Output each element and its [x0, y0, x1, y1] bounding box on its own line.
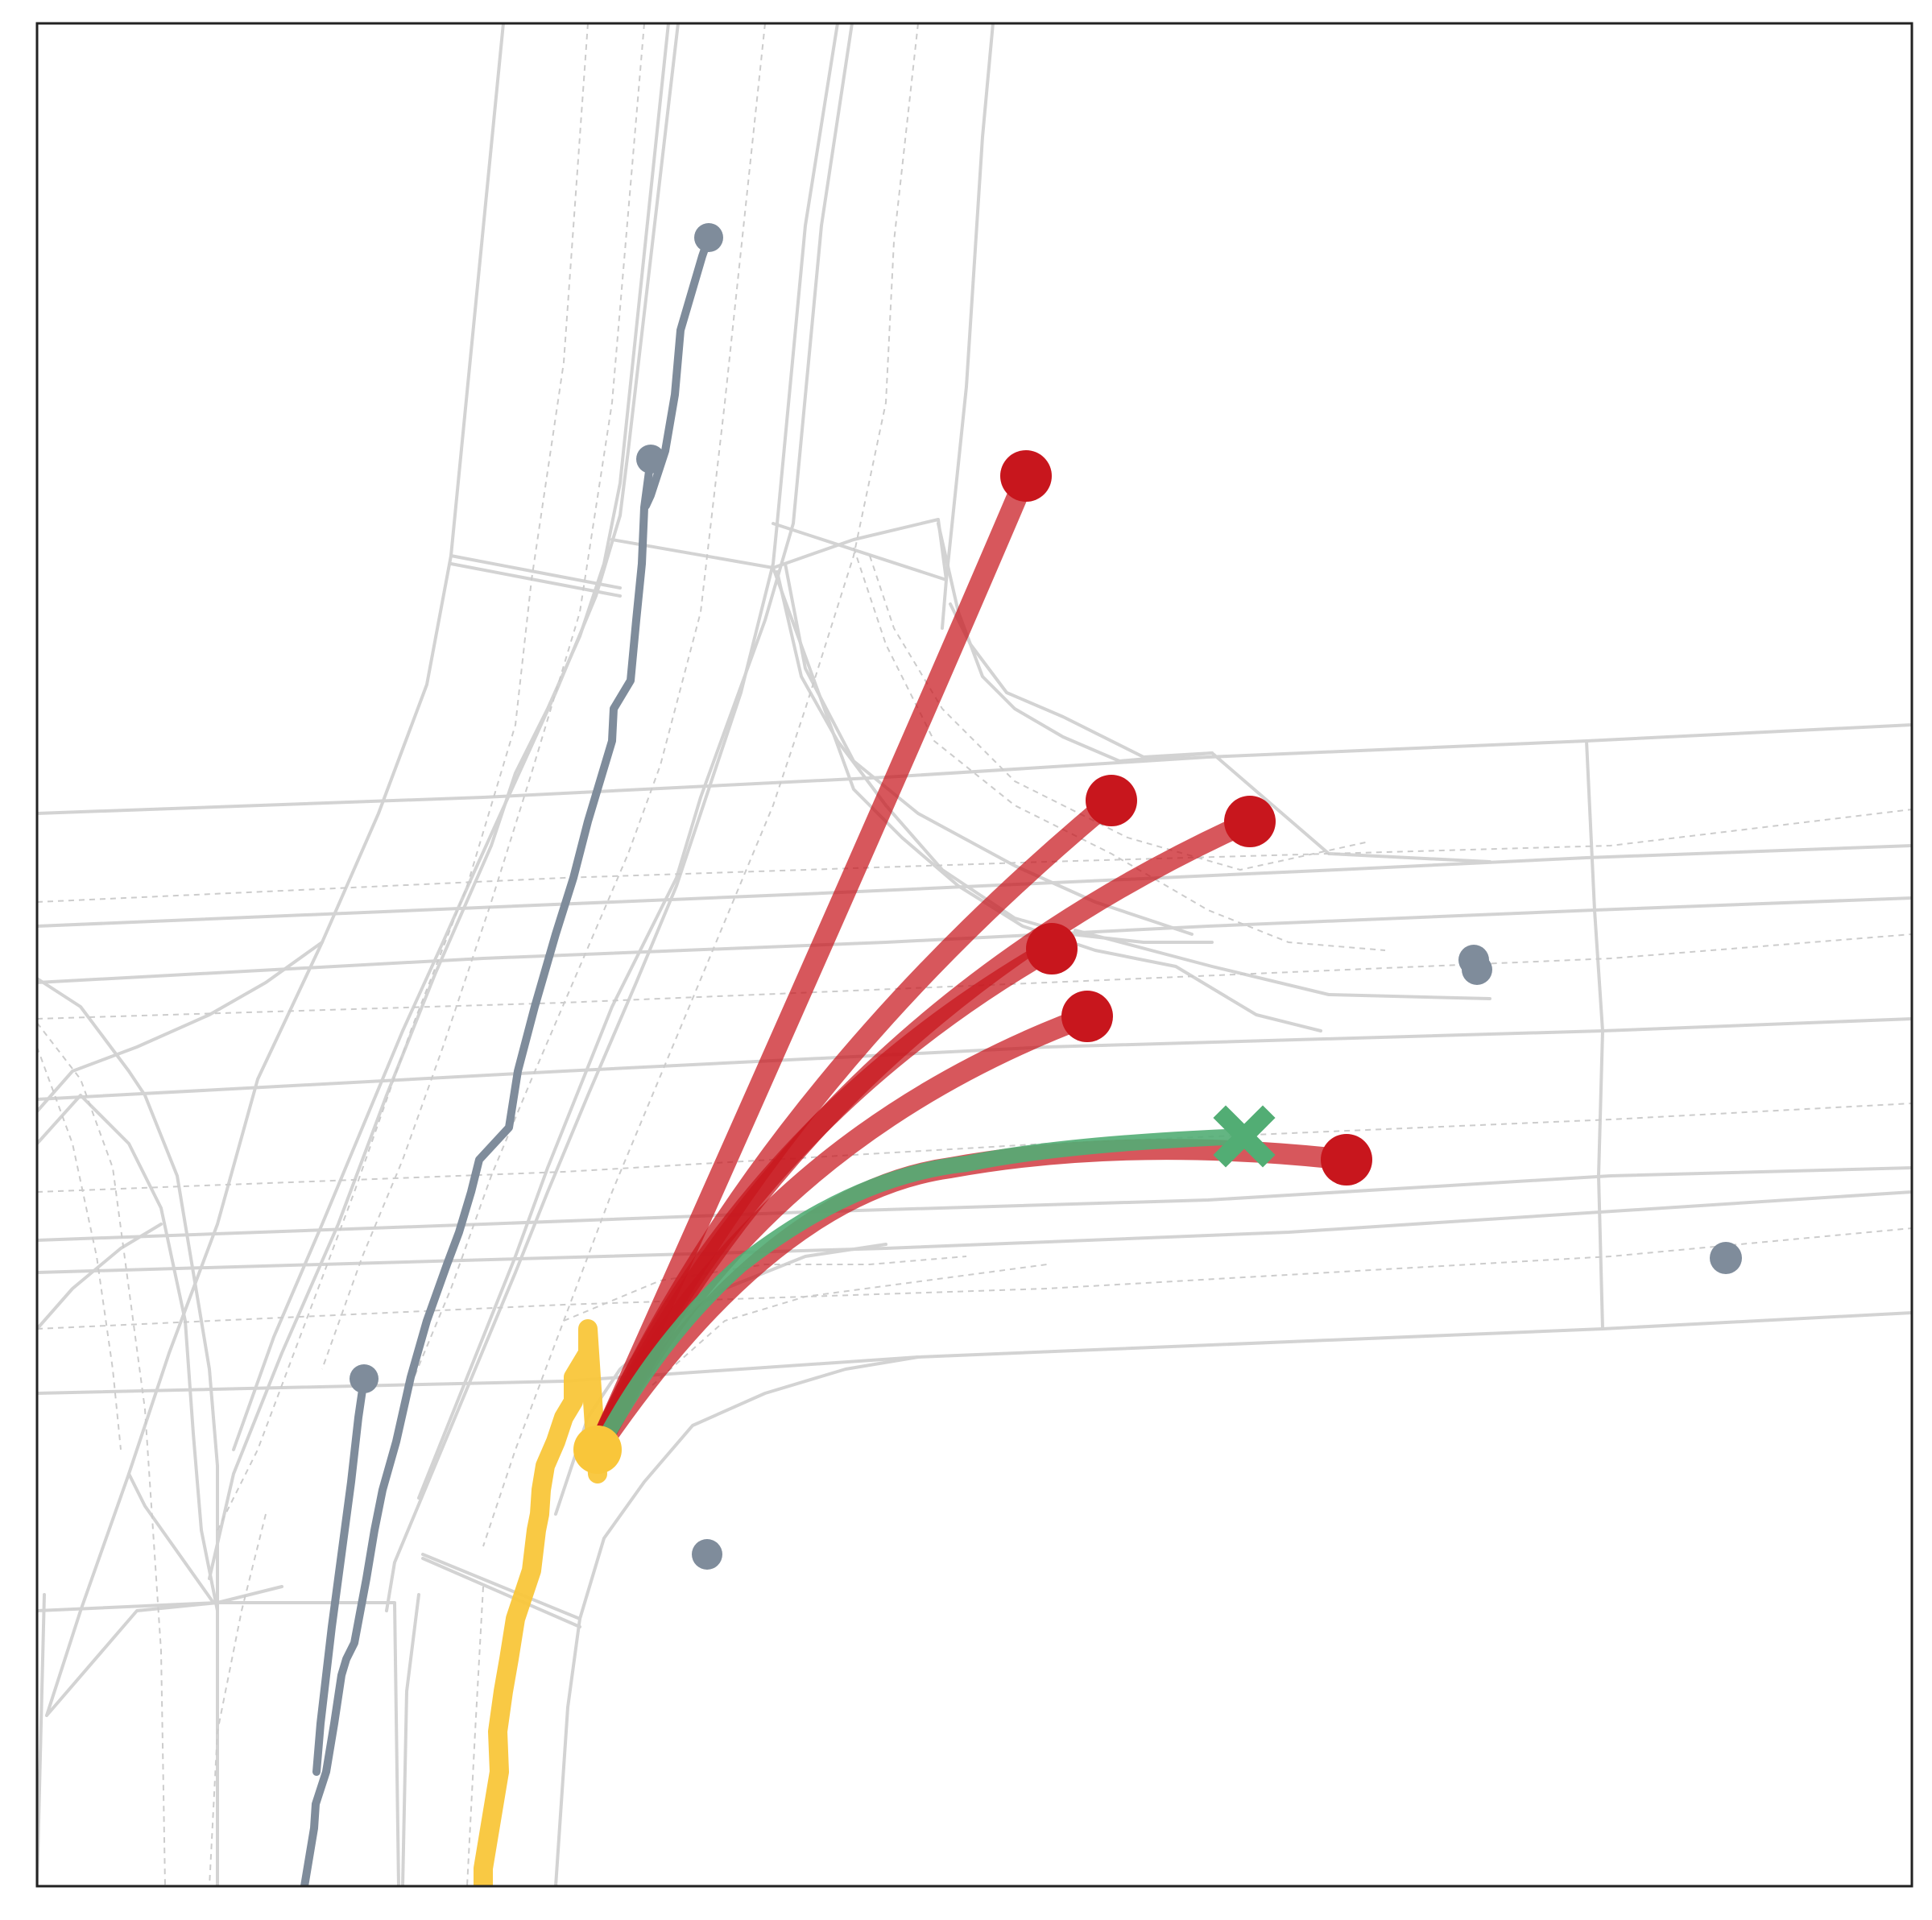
other-agent-trajectory	[300, 455, 655, 1886]
road-edge	[37, 977, 219, 1886]
ego-history	[474, 1319, 607, 1886]
lane-centerline	[869, 555, 1370, 871]
road-edge	[417, 23, 854, 1500]
road-edge	[772, 522, 948, 581]
road-edge	[1585, 739, 1604, 1330]
road-edge	[37, 723, 1912, 815]
road-edge	[232, 23, 680, 1451]
ground-truth-x-marker	[1213, 1105, 1276, 1168]
predicted-endpoint-dot	[1000, 450, 1052, 502]
road-edge	[421, 1557, 581, 1628]
other-agent-dot	[1462, 954, 1492, 985]
predicted-endpoint-dot	[1086, 775, 1137, 826]
plot-frame	[35, 22, 1913, 1888]
other-agents	[300, 223, 1742, 1886]
road-edge	[772, 566, 1322, 1032]
road-edge	[449, 562, 622, 598]
road-edge	[37, 941, 324, 1113]
road-edge	[449, 554, 622, 590]
lane-centerline	[37, 1046, 122, 1450]
road-edge	[578, 1355, 920, 1620]
predicted-endpoint-dot	[1026, 923, 1078, 974]
predicted-trajectory	[587, 466, 1036, 1460]
road-edge	[385, 23, 839, 1612]
road-edge	[37, 844, 1912, 928]
other-agent-dot	[350, 1364, 379, 1393]
road-edge	[37, 1311, 1912, 1395]
lane-centerline	[410, 23, 766, 1386]
other-agent-trajectory	[642, 234, 713, 510]
ego-history-trajectory	[474, 1319, 607, 1886]
lane-centerline	[217, 23, 589, 1531]
lane-centerline	[37, 1022, 166, 1886]
ground-truth	[598, 1105, 1276, 1446]
predicted-endpoint-dot	[1321, 1134, 1372, 1186]
road-edge	[216, 1601, 400, 1886]
predicted-trajectories	[587, 466, 1357, 1460]
predicted-endpoints	[1000, 450, 1372, 1186]
lane-centerline	[37, 1227, 1912, 1330]
road-edge	[37, 1166, 1912, 1242]
road-edge	[776, 570, 1214, 944]
other-agent-dot	[1710, 1242, 1742, 1274]
ground-truth-trajectory	[598, 1128, 1252, 1446]
road-edge	[772, 518, 948, 581]
other-agent-dot	[692, 1539, 722, 1570]
predicted-endpoint-dot	[1224, 796, 1276, 847]
other-agent-trajectory	[312, 1375, 368, 1776]
road-edge	[554, 1617, 581, 1886]
predicted-endpoint-dot	[1061, 991, 1113, 1042]
other-agent-dot	[636, 445, 665, 474]
lane-centerline	[37, 1103, 1912, 1193]
road-edge	[127, 1472, 215, 1604]
road-edge	[37, 1017, 1912, 1101]
road-edge	[401, 1593, 420, 1886]
road-edge	[45, 23, 505, 1717]
lane-centerline	[37, 809, 1912, 903]
road-edge	[45, 1585, 283, 1717]
road-edge	[37, 1601, 219, 1612]
ego-position-dot	[573, 1426, 622, 1474]
other-agent-dot	[694, 223, 723, 252]
lane-centerline	[652, 1264, 1048, 1386]
lane-centerline	[209, 1513, 267, 1886]
road-edge	[1074, 929, 1491, 1000]
lane-centerline	[37, 933, 1912, 1020]
road-edge	[37, 1593, 46, 1886]
lane-centerline	[321, 23, 645, 1370]
road-edge	[421, 1553, 581, 1620]
road-edge	[941, 23, 995, 630]
